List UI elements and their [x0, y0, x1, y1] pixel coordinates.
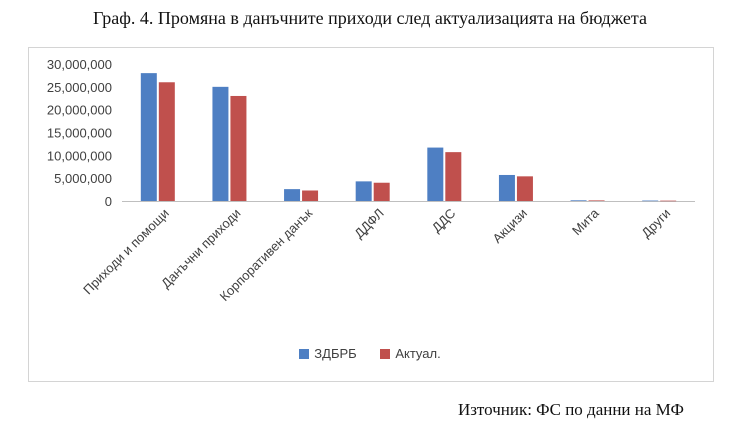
- bar-series1: [140, 73, 157, 201]
- bar-series2: [588, 200, 605, 202]
- y-tick-label: 20,000,000: [47, 103, 112, 118]
- bar-series1: [212, 86, 229, 201]
- legend-label-series2: Актуал.: [395, 346, 441, 361]
- bar-series2: [516, 176, 533, 201]
- bar-series1: [355, 181, 372, 201]
- chart-title: Граф. 4. Промяна в данъчните приходи сле…: [93, 8, 647, 28]
- legend-item-series2: Актуал.: [380, 346, 441, 361]
- bar-series1: [642, 200, 659, 202]
- x-tick-label: Други: [638, 206, 673, 241]
- legend: ЗДБРБ Актуал.: [0, 346, 740, 362]
- bar-series2: [373, 182, 390, 201]
- legend-item-series1: ЗДБРБ: [299, 346, 357, 361]
- bar-series1: [284, 189, 301, 201]
- source-note: Източник: ФС по данни на МФ: [457, 400, 684, 419]
- legend-label-series1: ЗДБРБ: [314, 346, 357, 361]
- y-tick-label: 15,000,000: [47, 126, 112, 141]
- y-tick-label: 30,000,000: [47, 57, 112, 72]
- legend-swatch-series2: [380, 348, 391, 359]
- bar-series2: [158, 82, 175, 201]
- bar-series2: [302, 190, 319, 201]
- chart-frame: [28, 47, 714, 382]
- legend-swatch-series1: [299, 348, 310, 359]
- x-tick-label: Приходи и помощи: [80, 206, 172, 298]
- bar-series2: [230, 95, 247, 201]
- y-tick-label: 25,000,000: [47, 80, 112, 95]
- x-tick-label: ДДФЛ: [351, 206, 387, 242]
- x-tick-label: Акцизи: [490, 206, 531, 247]
- bar-series1: [498, 174, 515, 201]
- bar-series2: [660, 200, 677, 202]
- bar-series1: [570, 200, 587, 201]
- bar-series1: [427, 147, 444, 201]
- x-tick-label: ДДС: [429, 206, 459, 236]
- y-tick-label: 0: [105, 194, 112, 209]
- bar-series2: [445, 152, 462, 201]
- y-tick-label: 10,000,000: [47, 148, 112, 163]
- y-tick-label: 5,000,000: [54, 171, 112, 186]
- x-tick-label: Мита: [569, 205, 602, 238]
